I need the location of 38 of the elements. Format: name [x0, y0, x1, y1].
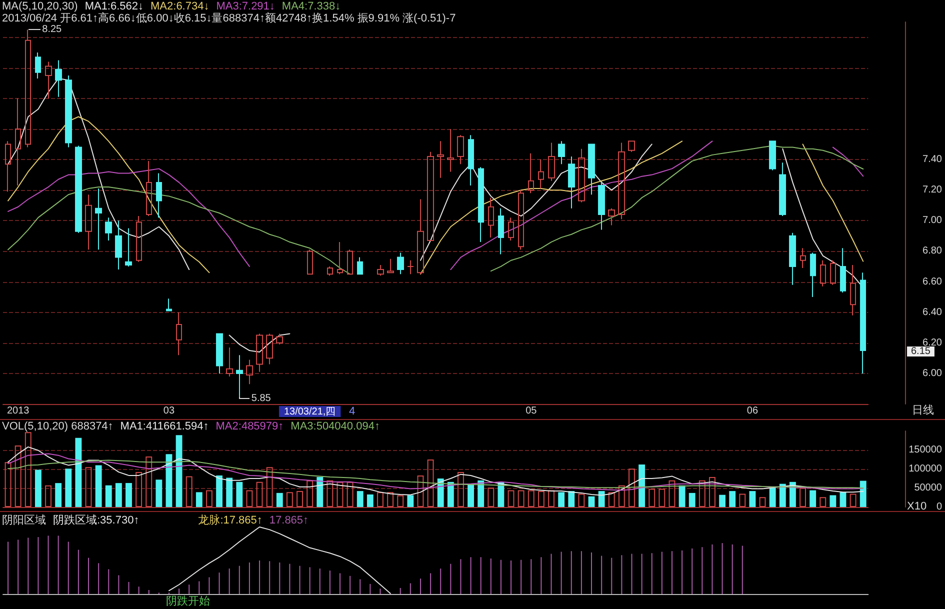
text: MA2:6.734↓	[150, 0, 210, 12]
x-tick-label: 2013	[6, 406, 30, 416]
y-tick-label: 7.40	[922, 154, 942, 166]
text: MA2:485979↑	[216, 420, 284, 432]
text: 阴跌区域:35.730↑	[53, 514, 140, 526]
text: MA3:7.291↓	[216, 0, 275, 12]
text: MA3:504040.094↑	[290, 420, 380, 432]
annotation: 8.25	[42, 24, 62, 36]
y-tick-label: 6.00	[922, 368, 942, 379]
y-tick-label: 6.40	[922, 306, 942, 318]
x-tick-label: 05	[526, 406, 538, 416]
text: MA1:6.562↓	[84, 0, 144, 12]
text: 4	[349, 406, 356, 418]
text: MA4:7.338↓	[282, 0, 341, 12]
text: MA1:411661.594↑	[120, 420, 209, 432]
chart-title: VOL(5,10,20) 688374↑	[2, 420, 114, 432]
y-tick-label: 7.00	[922, 215, 942, 226]
x-tick-label: 13/03/21,四	[284, 406, 336, 418]
y-tick-label: 7.20	[922, 184, 942, 196]
chart-subtitle: 2013/06/24 开6.61↑高6.66↓低6.00↓收6.15↓量688374↑额42748↑换1.54% 振9.91% 涨(-0.51)-7	[2, 12, 456, 24]
y-tick-label: 6.80	[922, 246, 942, 257]
x-tick-label: 03	[163, 406, 175, 416]
y-tick-label: 50000	[914, 482, 942, 494]
y-tick-label: 6.20	[922, 337, 942, 348]
text: 17.865↑	[269, 514, 309, 526]
text: 日线	[912, 404, 934, 416]
text: 6.15	[911, 346, 931, 358]
y-tick-label: 0	[936, 502, 942, 512]
x-tick-label: 06	[746, 406, 758, 416]
y-tick-label: 100000	[908, 464, 942, 474]
annotation: 5.85	[251, 392, 272, 404]
y-tick-label: 6.60	[922, 276, 942, 288]
chart-title: MA(5,10,20,30)	[2, 0, 78, 12]
text: X10	[907, 500, 927, 512]
text: 阴跌开始	[166, 596, 210, 608]
y-tick-label: 150000	[908, 444, 942, 456]
chart-title: 阴阳区域	[2, 514, 46, 526]
text: 龙脉:17.865↑	[198, 514, 262, 526]
